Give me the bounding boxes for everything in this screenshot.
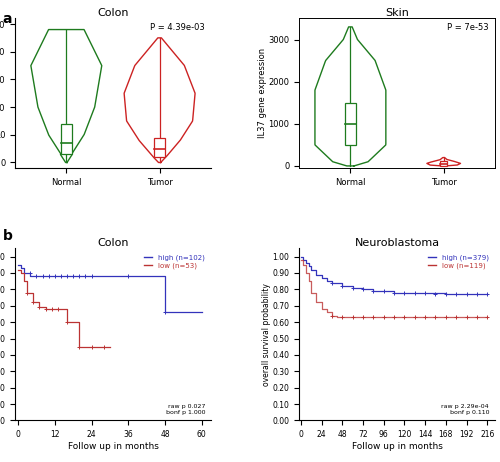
X-axis label: Follow up in months: Follow up in months (352, 442, 442, 451)
Title: Colon: Colon (97, 8, 128, 18)
Bar (440, 161, 448, 165)
X-axis label: Follow up in months: Follow up in months (68, 442, 158, 451)
Legend: high (n=102), low (n=53): high (n=102), low (n=53) (141, 252, 208, 272)
Text: raw p 2.29e-04
bonf p 0.110: raw p 2.29e-04 bonf p 0.110 (442, 404, 489, 415)
Text: P = 4.39e-03: P = 4.39e-03 (150, 23, 205, 32)
Title: Colon: Colon (97, 237, 128, 248)
Text: P = 7e-53: P = 7e-53 (448, 23, 489, 32)
Title: Skin: Skin (385, 8, 409, 18)
Text: a: a (2, 12, 12, 25)
Y-axis label: overall survival probability: overall survival probability (262, 283, 271, 386)
Bar (345, 103, 356, 145)
Bar (60, 124, 72, 154)
Text: raw p 0.027
bonf p 1.000: raw p 0.027 bonf p 1.000 (166, 404, 205, 415)
Bar (154, 138, 165, 157)
Title: Neuroblastoma: Neuroblastoma (354, 237, 440, 248)
Y-axis label: IL37 gene expression: IL37 gene expression (258, 48, 267, 138)
Text: b: b (2, 229, 12, 243)
Legend: high (n=379), low (n=119): high (n=379), low (n=119) (425, 252, 492, 272)
